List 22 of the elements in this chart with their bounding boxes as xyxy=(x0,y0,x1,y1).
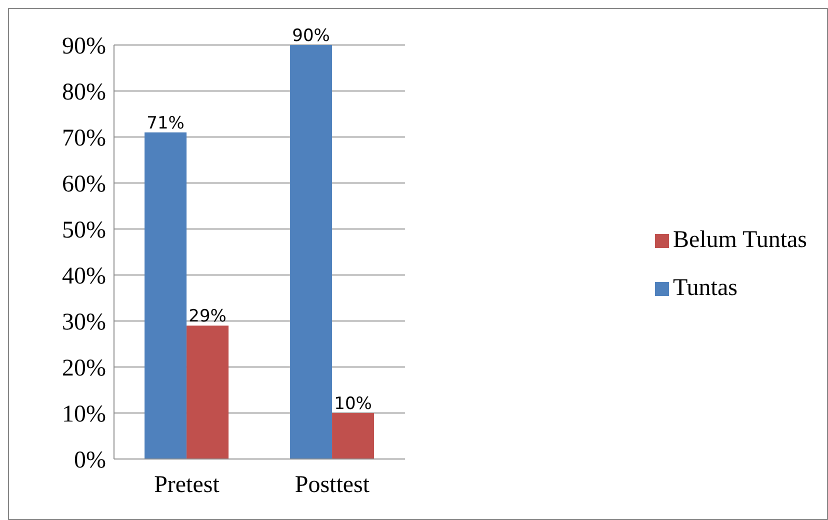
y-tick-label: 10% xyxy=(62,402,106,428)
y-tick-label: 80% xyxy=(62,80,106,106)
bar xyxy=(144,132,187,459)
data-label: 90% xyxy=(292,26,330,46)
y-tick-label: 70% xyxy=(62,126,106,152)
x-tick-label: Pretest xyxy=(154,472,220,498)
data-label: 71% xyxy=(146,113,184,134)
y-tick-label: 30% xyxy=(62,310,106,336)
y-tick-label: 0% xyxy=(74,448,106,474)
y-tick-label: 90% xyxy=(62,34,106,60)
legend-label: Tuntas xyxy=(672,275,738,301)
data-label: 29% xyxy=(188,306,226,327)
y-tick-label: 40% xyxy=(62,264,106,290)
y-tick-label: 20% xyxy=(62,356,106,382)
legend-label: Belum Tuntas xyxy=(672,227,807,253)
y-tick-label: 60% xyxy=(62,172,106,198)
y-tick-label: 50% xyxy=(62,218,106,244)
bar xyxy=(186,326,229,459)
data-label: 10% xyxy=(334,394,372,414)
x-tick-label: Posttest xyxy=(294,472,370,498)
bar xyxy=(290,45,332,459)
bar xyxy=(332,413,374,459)
